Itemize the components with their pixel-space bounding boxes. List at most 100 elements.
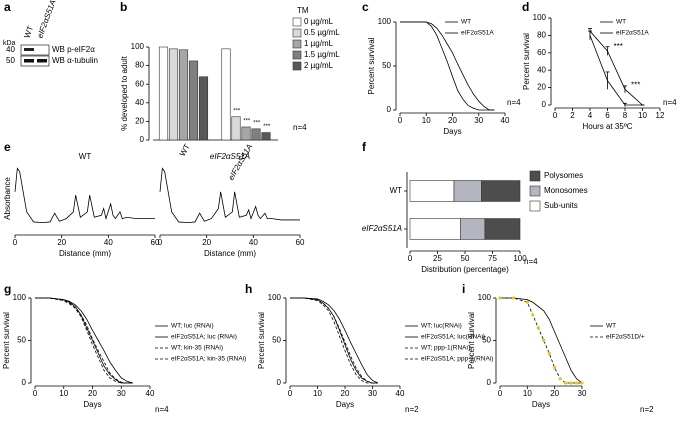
x-tick-label: 8 — [623, 111, 628, 120]
x-tick-label: 50 — [461, 254, 470, 263]
legend-label: Sub-units — [544, 201, 578, 210]
marker — [512, 296, 516, 300]
panel-letter: h — [245, 282, 252, 296]
n-note: n=4 — [293, 123, 307, 132]
legend-title: TM — [297, 6, 309, 15]
series-line — [159, 167, 300, 224]
x-tick-label: 0 — [553, 111, 558, 120]
y-tick-label: 40 — [135, 98, 144, 107]
y-axis-title: Percent survival — [257, 312, 266, 369]
x-tick-label: 10 — [523, 389, 532, 398]
legend-swatch — [529, 200, 541, 212]
x-tick-label: 10 — [313, 389, 322, 398]
annotation: *** — [614, 42, 623, 51]
x-tick-label: 40 — [104, 238, 113, 247]
blot-frame — [20, 55, 50, 67]
x-tick-label: 10 — [638, 111, 647, 120]
y-tick-label: 0 — [140, 135, 145, 144]
x-tick-label: 20 — [57, 238, 66, 247]
y-tick-label: 50 — [17, 336, 26, 345]
x-tick-label: 10 — [59, 389, 68, 398]
x-tick-label: 0 — [158, 238, 163, 247]
bar-segment — [409, 218, 461, 240]
series-line — [290, 297, 378, 384]
x-axis-title: Days — [83, 400, 101, 409]
series-line — [290, 297, 378, 384]
marker-label: 50 — [6, 56, 15, 65]
x-tick-label: 20 — [202, 238, 211, 247]
bar — [241, 126, 251, 141]
x-tick-label: 0 — [398, 116, 403, 125]
marker — [553, 366, 557, 370]
marker — [569, 381, 573, 385]
marker — [547, 351, 551, 355]
legend-label: 1 µg/mL — [304, 39, 334, 48]
annotation: *** — [243, 119, 251, 125]
x-axis-title: Days — [336, 400, 354, 409]
y-axis-title: Percent survival — [522, 33, 531, 90]
legend-label: WT; ppp-1(RNAi) — [421, 345, 470, 352]
x-tick-label: 0 — [408, 254, 413, 263]
y-tick-label: 80 — [537, 31, 546, 40]
legend-label: 0 µg/mL — [304, 17, 334, 26]
x-axis-title: Days — [532, 400, 550, 409]
series-line — [500, 297, 582, 384]
y-tick-label: eIF2αS51A — [362, 224, 402, 233]
x-tick-label: 0 — [13, 238, 18, 247]
marker — [536, 326, 540, 330]
legend-label: eIF2αS51A; luc (RNAi) — [171, 334, 237, 341]
bar — [231, 116, 241, 141]
annotation: *** — [631, 80, 640, 89]
panel-letter: c — [362, 0, 369, 14]
y-tick-label: WT — [390, 186, 403, 195]
y-axis-title: Percent survival — [2, 312, 11, 369]
y-tick-label: 0 — [277, 378, 282, 387]
legend-swatch — [292, 61, 302, 71]
panel-letter: g — [4, 282, 11, 296]
y-tick-label: 100 — [13, 293, 27, 302]
x-tick-label: WT — [178, 142, 192, 157]
legend-label: WT; luc (RNAi) — [171, 323, 214, 330]
panel-letter: f — [362, 140, 367, 154]
bar-segment — [453, 180, 482, 202]
bar — [261, 132, 271, 141]
y-tick-label: 0 — [22, 378, 27, 387]
y-tick-label: 50 — [272, 336, 281, 345]
x-tick-label: 40 — [396, 389, 405, 398]
series-line — [14, 167, 155, 224]
annotation: *** — [253, 120, 261, 126]
panel-letter: i — [462, 282, 465, 296]
series-line — [500, 297, 583, 384]
x-tick-label: 30 — [474, 116, 483, 125]
y-tick-label: 20 — [135, 117, 144, 126]
n-note: n=4 — [507, 98, 521, 107]
legend-swatch — [292, 39, 302, 49]
x-tick-label: 30 — [368, 389, 377, 398]
legend-label: 0.5 µg/mL — [304, 28, 340, 37]
legend-label: 1.5 µg/mL — [304, 50, 340, 59]
x-tick-label: 60 — [296, 238, 305, 247]
x-axis-title: Distance (mm) — [204, 249, 256, 258]
y-tick-label: 100 — [378, 17, 392, 26]
x-tick-label: 75 — [488, 254, 497, 263]
bar-segment — [484, 218, 521, 240]
legend-label: WT — [616, 19, 626, 26]
x-tick-label: 0 — [498, 389, 503, 398]
y-tick-label: 0 — [387, 105, 392, 114]
antibody-label: WB α-tubulin — [52, 56, 98, 65]
x-tick-label: 40 — [146, 389, 155, 398]
y-tick-label: 80 — [135, 61, 144, 70]
lane-label: WT — [22, 25, 35, 40]
x-tick-label: eIF2αS51A — [226, 143, 254, 182]
x-tick-label: 20 — [448, 116, 457, 125]
legend-label: Polysomes — [544, 171, 583, 180]
x-tick-label: 10 — [422, 116, 431, 125]
legend-label: 2 µg/mL — [304, 61, 334, 70]
x-axis-title: Distribution (percentage) — [421, 265, 509, 274]
x-tick-label: 0 — [33, 389, 38, 398]
legend-label: WT — [606, 323, 616, 330]
y-tick-label: 100 — [533, 13, 547, 22]
x-tick-label: 4 — [588, 111, 593, 120]
series-line — [35, 297, 133, 384]
x-tick-label: 20 — [88, 389, 97, 398]
